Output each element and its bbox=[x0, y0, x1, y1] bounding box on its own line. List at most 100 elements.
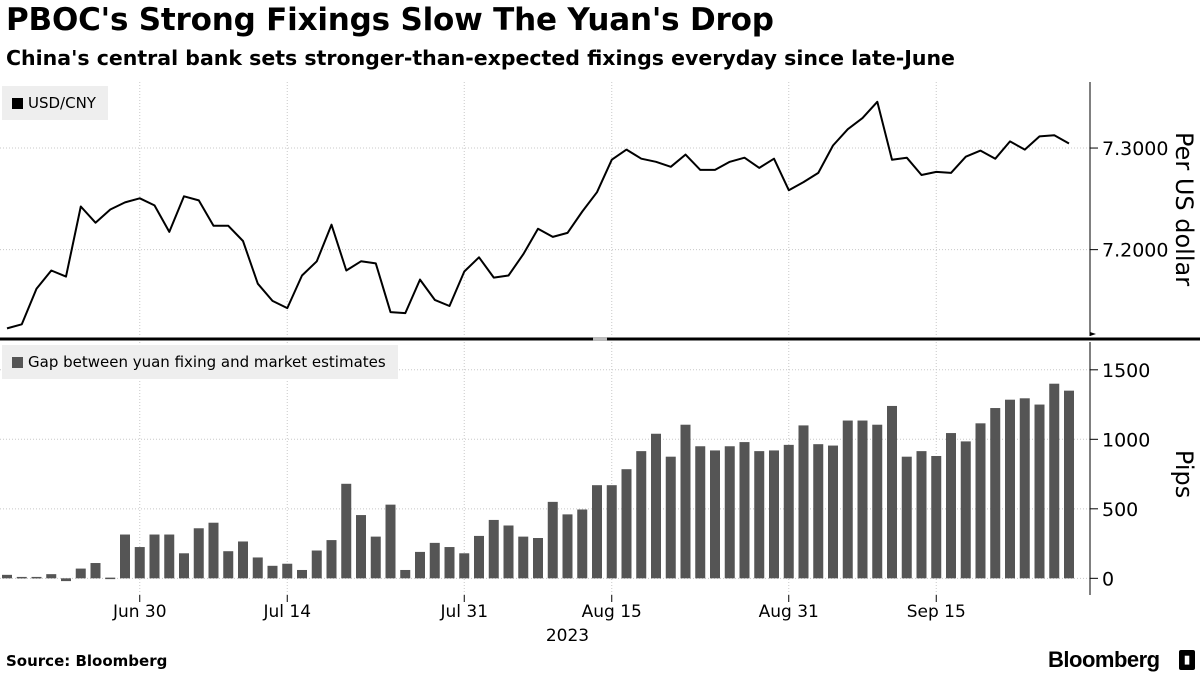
bar bbox=[105, 577, 116, 580]
bar bbox=[946, 433, 956, 579]
bar bbox=[1049, 383, 1060, 579]
bar bbox=[577, 509, 588, 579]
bar bbox=[533, 538, 543, 579]
bar bbox=[61, 578, 71, 582]
bar bbox=[385, 504, 396, 579]
bar bbox=[31, 576, 42, 579]
bar bbox=[459, 553, 470, 579]
bar bbox=[754, 451, 765, 579]
brand-logo: Bloomberg bbox=[1048, 647, 1160, 672]
bar bbox=[680, 424, 691, 579]
x-year-label: 2023 bbox=[546, 626, 589, 646]
chart-title: PBOC's Strong Fixings Slow The Yuan's Dr… bbox=[6, 2, 774, 38]
y-tick-label-bottom: 500 bbox=[1102, 499, 1138, 521]
bar bbox=[149, 534, 160, 579]
bar bbox=[297, 569, 307, 579]
legend-label-gap: Gap between yuan fixing and market estim… bbox=[28, 353, 386, 371]
bar bbox=[901, 456, 912, 579]
axis-arrow bbox=[1090, 332, 1096, 336]
x-tick-label: Aug 15 bbox=[582, 602, 642, 622]
bar bbox=[798, 425, 809, 579]
bar-series bbox=[2, 383, 1074, 582]
bar bbox=[710, 450, 720, 579]
bar bbox=[503, 525, 514, 579]
bar bbox=[488, 519, 499, 579]
bar bbox=[46, 574, 57, 579]
bar bbox=[990, 408, 1001, 579]
bar bbox=[887, 405, 897, 579]
legend-swatch-line bbox=[12, 98, 23, 109]
bar bbox=[444, 547, 455, 579]
top-panel-grid bbox=[0, 82, 1090, 336]
bar bbox=[857, 420, 868, 579]
x-tick-label: Jul 31 bbox=[439, 602, 488, 622]
bar bbox=[16, 576, 27, 579]
bar bbox=[783, 444, 794, 579]
bar bbox=[665, 456, 676, 579]
bar bbox=[415, 551, 425, 579]
bar bbox=[813, 444, 824, 579]
chart-axes bbox=[0, 82, 1200, 602]
line-series bbox=[6, 100, 1070, 330]
y-axis-title-top: Per US dollar bbox=[1170, 132, 1198, 286]
bar bbox=[267, 565, 278, 579]
bar bbox=[238, 541, 248, 579]
legend-usd-cny: USD/CNY bbox=[2, 86, 108, 120]
y-tick-label-bottom: 1500 bbox=[1102, 360, 1150, 382]
bar bbox=[651, 433, 661, 579]
y-tick-label-top: 7.2000 bbox=[1102, 240, 1168, 262]
bar bbox=[164, 534, 175, 579]
bar bbox=[208, 522, 219, 579]
bar bbox=[960, 441, 971, 579]
bar bbox=[134, 547, 145, 579]
bar bbox=[842, 420, 853, 579]
bar bbox=[400, 569, 411, 579]
bar bbox=[592, 485, 602, 579]
bar bbox=[739, 442, 750, 579]
y-tick-label-bottom: 1000 bbox=[1102, 429, 1150, 451]
bar bbox=[252, 557, 263, 579]
bar bbox=[75, 568, 86, 579]
bar bbox=[695, 446, 706, 579]
bar bbox=[474, 535, 484, 579]
y-axis-title-bottom: Pips bbox=[1170, 450, 1198, 498]
chart-subtitle: China's central bank sets stronger-than-… bbox=[6, 46, 955, 70]
bar bbox=[828, 445, 838, 579]
x-tick-label: Jun 30 bbox=[112, 602, 167, 622]
legend-label-usd-cny: USD/CNY bbox=[28, 94, 96, 112]
bar bbox=[179, 553, 189, 579]
bar bbox=[1064, 390, 1074, 579]
bar bbox=[356, 515, 366, 579]
bar bbox=[724, 446, 735, 579]
bar bbox=[975, 423, 986, 579]
bar bbox=[872, 424, 883, 579]
x-tick-label: Sep 15 bbox=[907, 602, 966, 622]
bar bbox=[562, 514, 573, 579]
bar bbox=[326, 540, 337, 579]
bar bbox=[282, 563, 293, 579]
y-tick-label-bottom: 0 bbox=[1102, 568, 1114, 590]
bar bbox=[341, 483, 352, 579]
bar bbox=[1034, 404, 1045, 579]
bar bbox=[370, 536, 381, 579]
bar bbox=[606, 485, 617, 579]
panel-separator-handle bbox=[593, 337, 607, 341]
bar bbox=[636, 451, 647, 579]
bar bbox=[2, 574, 12, 579]
bar bbox=[120, 534, 130, 579]
bar bbox=[223, 551, 234, 579]
bar bbox=[1019, 398, 1030, 579]
bar bbox=[931, 455, 942, 579]
x-tick-label: Aug 31 bbox=[759, 602, 819, 622]
bar bbox=[90, 563, 101, 579]
bar bbox=[518, 536, 529, 579]
y-tick-label-top: 7.3000 bbox=[1102, 138, 1168, 160]
usd-cny-line bbox=[6, 100, 1070, 330]
bar bbox=[429, 542, 440, 579]
brand-terminal-icon: ▮ bbox=[1179, 650, 1195, 670]
bar bbox=[193, 528, 204, 579]
bar bbox=[916, 451, 927, 579]
legend-gap: Gap between yuan fixing and market estim… bbox=[2, 345, 398, 379]
axis-labels: 7.2000 7.3000 0 500 1000 1500 Per US dollar Pip… bbox=[112, 132, 1198, 646]
